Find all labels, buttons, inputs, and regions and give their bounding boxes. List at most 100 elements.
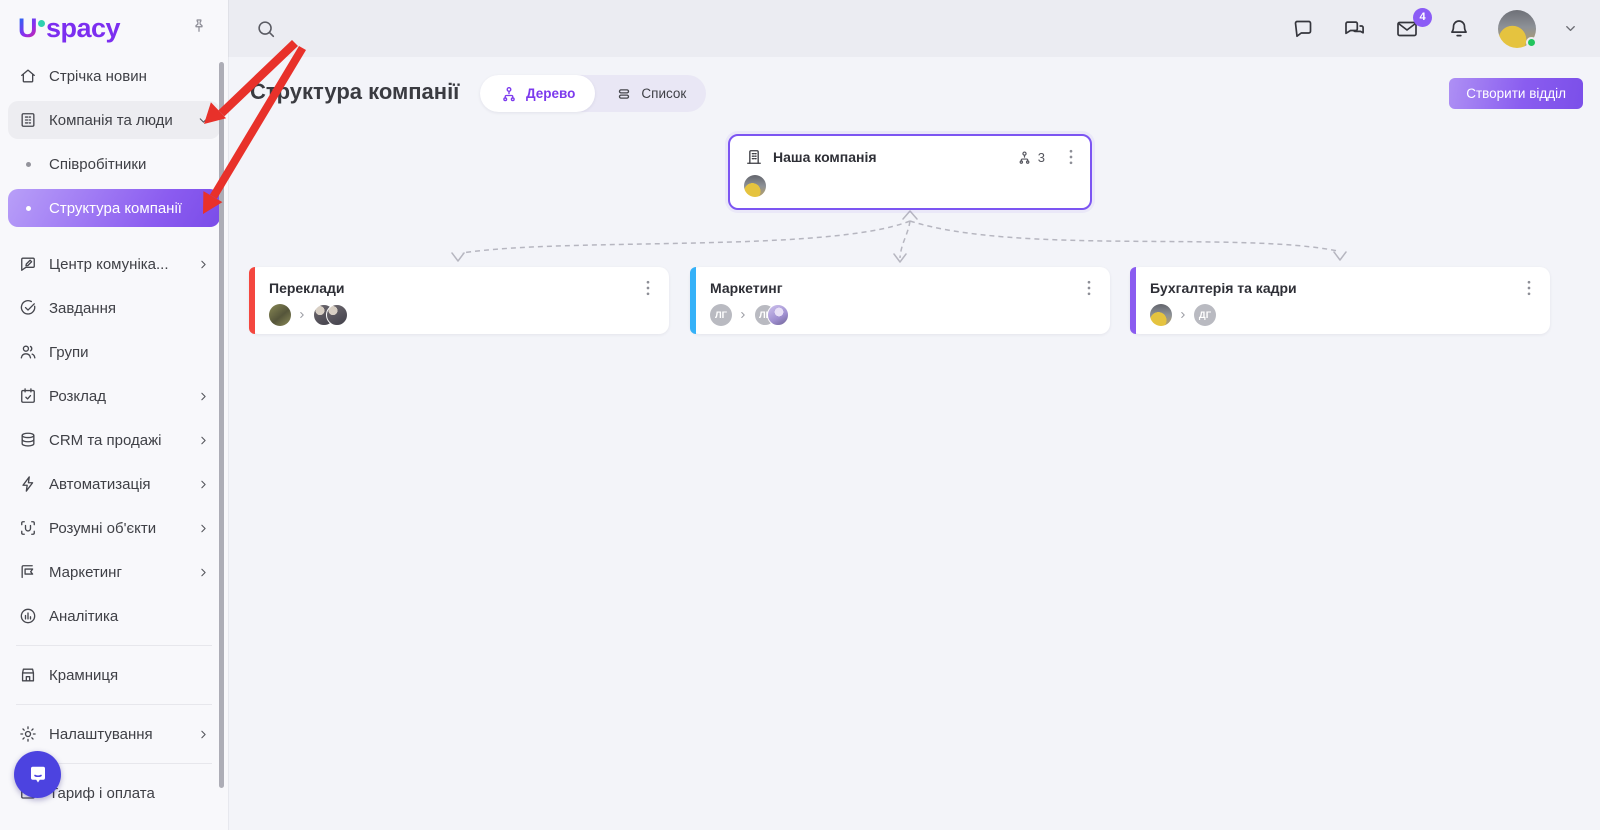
kebab-menu-icon[interactable]: [641, 280, 655, 296]
sidebar-item-smart-objects[interactable]: Розумні об'єкти: [8, 509, 220, 547]
view-toggle: Дерево Список: [480, 75, 707, 112]
sidebar-item-label: Аналітика: [49, 607, 119, 625]
avatar-group: ЛГ: [754, 304, 789, 326]
chevron-right-icon: [197, 434, 210, 447]
group-chats-icon[interactable]: [1342, 17, 1367, 41]
avatar[interactable]: [269, 304, 291, 326]
sidebar-item-label: CRM та продажі: [49, 431, 162, 449]
avatar[interactable]: [1150, 304, 1172, 326]
sidebar: U spacy Стрічка новин Компанія та люди С…: [0, 0, 228, 830]
logo-text: spacy: [46, 13, 121, 43]
mail-icon[interactable]: 4: [1394, 7, 1432, 41]
create-department-button[interactable]: Створити відділ: [1449, 78, 1583, 109]
sidebar-item-label: Компанія та люди: [49, 111, 173, 129]
sidebar-item-label: Співробітники: [49, 155, 147, 173]
logo-row: U spacy: [0, 0, 228, 53]
org-node-title: Маркетинг: [710, 280, 783, 296]
sidebar-item-news-feed[interactable]: Стрічка новин: [8, 57, 220, 95]
sidebar-item-label: Тариф і оплата: [49, 784, 155, 802]
sidebar-item-schedule[interactable]: Розклад: [8, 377, 220, 415]
chat-widget-button[interactable]: [14, 751, 61, 798]
database-icon: [18, 430, 38, 450]
org-node-company[interactable]: Наша компанія 3: [728, 134, 1092, 210]
avatar[interactable]: [744, 175, 766, 197]
sidebar-item-label: Розумні об'єкти: [49, 519, 157, 537]
sidebar-item-settings[interactable]: Налаштування: [8, 715, 220, 753]
org-tree-icon: [500, 85, 518, 103]
org-node-translations[interactable]: Переклади: [249, 267, 669, 334]
search-icon[interactable]: [255, 18, 277, 40]
gear-icon: [18, 724, 38, 744]
home-icon: [18, 66, 38, 86]
sidebar-item-label: Маркетинг: [49, 563, 122, 581]
org-node-marketing[interactable]: Маркетинг ЛГ ЛГ: [690, 267, 1110, 334]
topbar: 4: [228, 0, 1600, 57]
kebab-menu-icon[interactable]: [1522, 280, 1536, 296]
sidebar-item-analytics[interactable]: Аналітика: [8, 597, 220, 635]
check-circle-icon: [18, 298, 38, 318]
kebab-menu-icon[interactable]: [1082, 280, 1096, 296]
sidebar-divider: [16, 645, 212, 646]
sidebar-item-crm[interactable]: CRM та продажі: [8, 421, 220, 459]
sidebar-scrollbar[interactable]: [219, 62, 224, 788]
sidebar-item-label: Налаштування: [49, 725, 153, 743]
avatar-initials[interactable]: ЛГ: [710, 304, 732, 326]
comment-icon[interactable]: [1291, 17, 1315, 41]
sidebar-item-company-structure[interactable]: Структура компанії: [8, 189, 220, 227]
chevron-right-icon: [197, 522, 210, 535]
sidebar-item-marketing[interactable]: Маркетинг: [8, 553, 220, 591]
sidebar-nav: Стрічка новин Компанія та люди Співробіт…: [0, 53, 228, 812]
kebab-menu-icon[interactable]: [1064, 149, 1078, 165]
sidebar-item-employees[interactable]: Співробітники: [8, 145, 220, 183]
logo-dot: [38, 20, 45, 27]
sidebar-item-label: Автоматизація: [49, 475, 151, 493]
org-members-icon: [1016, 149, 1033, 166]
sidebar-item-company-people[interactable]: Компанія та люди: [8, 101, 220, 139]
megaphone-icon: [18, 562, 38, 582]
sidebar-item-label: Центр комуніка...: [49, 255, 169, 273]
org-node-title: Наша компанія: [773, 149, 877, 165]
chevron-right-icon: [197, 566, 210, 579]
list-icon: [615, 85, 633, 103]
chevron-right-icon: [1178, 310, 1188, 320]
avatar-group: [313, 304, 348, 326]
main-content: Структура компанії Дерево Список Створит…: [228, 57, 1600, 830]
avatar[interactable]: [767, 304, 789, 326]
company-icon: [18, 110, 38, 130]
user-avatar[interactable]: [1498, 9, 1537, 48]
pin-sidebar-icon[interactable]: [190, 17, 208, 40]
chat-bubble-icon: [26, 763, 50, 787]
smart-objects-icon: [18, 518, 38, 538]
sidebar-divider: [16, 704, 212, 705]
tab-tree-view[interactable]: Дерево: [480, 75, 596, 112]
calendar-icon: [18, 386, 38, 406]
tab-list-label: Список: [641, 86, 687, 101]
sidebar-item-automation[interactable]: Автоматизація: [8, 465, 220, 503]
sidebar-divider: [16, 763, 212, 764]
sidebar-item-store[interactable]: Крамниця: [8, 656, 220, 694]
logo-letter-u: U: [18, 13, 38, 43]
avatar-initials[interactable]: ДГ: [1194, 304, 1216, 326]
sidebar-item-label: Структура компанії: [49, 199, 182, 217]
org-node-accounting[interactable]: Бухгалтерія та кадри ДГ: [1130, 267, 1550, 334]
bullet-icon: [18, 205, 38, 211]
chevron-right-icon: [197, 478, 210, 491]
avatar[interactable]: [326, 304, 348, 326]
building-icon: [744, 147, 764, 167]
bullet-icon: [18, 161, 38, 167]
sidebar-item-groups[interactable]: Групи: [8, 333, 220, 371]
chevron-right-icon: [197, 258, 210, 271]
lightning-icon: [18, 474, 38, 494]
sidebar-item-tasks[interactable]: Завдання: [8, 289, 220, 327]
users-icon: [18, 342, 38, 362]
chevron-right-icon: [738, 310, 748, 320]
sidebar-item-label: Крамниця: [49, 666, 119, 684]
tab-list-view[interactable]: Список: [595, 75, 706, 112]
profile-menu-chevron-icon[interactable]: [1563, 21, 1578, 36]
chevron-right-icon: [197, 728, 210, 741]
bell-icon[interactable]: [1447, 17, 1471, 41]
tree-connectors: [451, 210, 1347, 263]
sidebar-item-label: Завдання: [49, 299, 116, 317]
uspacy-logo[interactable]: U spacy: [18, 13, 121, 44]
sidebar-item-communication-center[interactable]: Центр комуніка...: [8, 245, 220, 283]
